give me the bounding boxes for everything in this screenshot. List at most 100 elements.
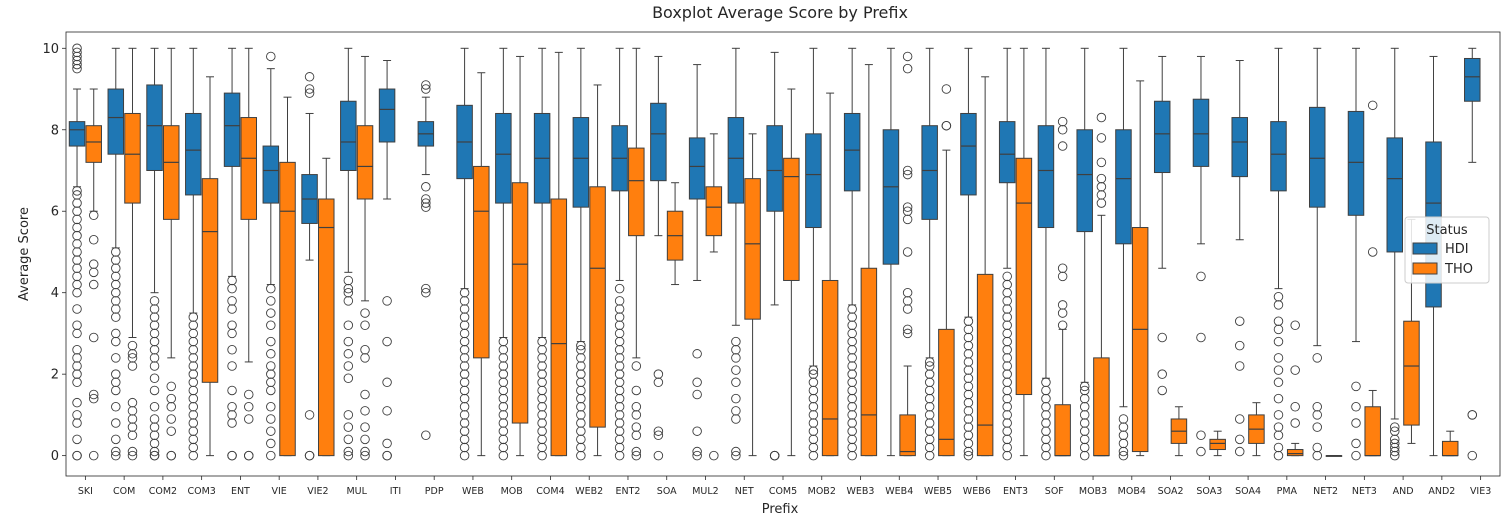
x-tick-label: VIE2 xyxy=(307,486,328,497)
outlier-point xyxy=(360,320,370,331)
y-tick-label: 10 xyxy=(42,42,59,57)
outlier-point xyxy=(166,450,176,461)
box-PDP-HDI xyxy=(417,80,435,441)
box-COM4-HDI xyxy=(533,47,551,461)
box-iqr xyxy=(1192,98,1210,167)
outlier-point xyxy=(1390,442,1400,453)
outlier-point xyxy=(72,377,82,388)
outlier-point xyxy=(127,353,138,363)
outlier-point xyxy=(72,247,82,257)
outlier-point xyxy=(537,426,547,436)
outlier-point xyxy=(227,275,237,286)
box-iqr xyxy=(1153,100,1171,174)
x-tick-label: AND xyxy=(1393,486,1414,497)
box-MUL-THO xyxy=(356,55,374,461)
outlier-point xyxy=(227,283,237,294)
box-PMA-THO xyxy=(1286,320,1304,457)
box-iqr xyxy=(340,100,357,171)
outlier-point xyxy=(266,51,276,62)
outlier-point xyxy=(72,344,82,355)
box-MOB4-THO xyxy=(1131,80,1149,457)
outlier-point xyxy=(963,381,974,392)
outlier-point xyxy=(72,320,82,331)
outlier-point xyxy=(498,426,509,436)
outlier-point xyxy=(459,296,470,306)
outlier-point xyxy=(692,389,702,400)
outlier-point xyxy=(1118,422,1129,432)
outlier-point xyxy=(227,344,237,355)
x-tick-label: NET2 xyxy=(1313,486,1338,497)
outlier-point xyxy=(266,283,276,294)
outlier-point xyxy=(924,357,935,367)
outlier-point xyxy=(459,377,470,388)
outlier-point xyxy=(1079,402,1090,412)
outlier-point xyxy=(576,450,586,461)
outlier-point xyxy=(149,312,160,322)
outlier-point xyxy=(1234,361,1245,371)
outlier-point xyxy=(127,397,138,408)
outlier-point xyxy=(111,287,121,298)
outlier-point xyxy=(1390,438,1400,449)
outlier-point xyxy=(1002,271,1012,282)
outlier-point xyxy=(149,320,160,331)
box-iqr xyxy=(1209,438,1226,451)
x-axis-label: Prefix xyxy=(762,502,799,517)
outlier-point xyxy=(963,324,974,335)
x-tick-label: COM5 xyxy=(769,486,797,497)
outlier-point xyxy=(614,410,625,420)
x-tick-label: MUL xyxy=(346,486,367,497)
outlier-point xyxy=(537,336,547,347)
box-WEB4-HDI xyxy=(882,47,900,457)
legend-swatch-HDI xyxy=(1412,242,1438,255)
box-NET-HDI xyxy=(727,47,745,461)
outlier-point xyxy=(902,324,913,335)
outlier-point xyxy=(614,442,625,453)
outlier-point xyxy=(459,320,470,331)
outlier-point xyxy=(127,450,138,461)
outlier-point xyxy=(127,406,138,416)
outlier-point xyxy=(266,402,276,412)
outlier-point xyxy=(1273,393,1284,404)
outlier-point xyxy=(382,296,392,306)
outlier-point xyxy=(127,414,138,424)
outlier-point xyxy=(924,418,935,428)
x-tick-label: ITI xyxy=(390,486,401,497)
outlier-point xyxy=(188,410,199,420)
outlier-point xyxy=(149,353,160,363)
outlier-point xyxy=(166,393,176,404)
outlier-point xyxy=(149,402,160,412)
outlier-point xyxy=(1467,450,1478,461)
box-WEB3-THO xyxy=(860,64,878,457)
outlier-point xyxy=(111,271,121,282)
outlier-point xyxy=(382,406,392,416)
outlier-point xyxy=(1002,336,1012,347)
outlier-point xyxy=(88,234,99,245)
outlier-point xyxy=(631,402,642,412)
outlier-point xyxy=(111,353,121,363)
outlier-point xyxy=(731,377,741,388)
outlier-point xyxy=(227,385,237,396)
outlier-point xyxy=(1351,418,1361,428)
x-tick-label: SOA2 xyxy=(1158,486,1184,497)
box-iqr xyxy=(1131,227,1149,453)
outlier-point xyxy=(614,377,625,388)
box-WEB6-THO xyxy=(976,76,994,457)
outlier-point xyxy=(1273,365,1284,375)
box-iqr xyxy=(1464,57,1481,102)
outlier-point xyxy=(537,410,547,420)
outlier-point xyxy=(459,442,470,453)
outlier-point xyxy=(266,385,276,396)
outlier-point xyxy=(1118,446,1129,457)
outlier-point xyxy=(343,361,354,371)
outlier-point xyxy=(1351,402,1361,412)
outlier-point xyxy=(188,434,199,445)
outlier-point xyxy=(72,410,82,420)
outlier-point xyxy=(111,263,121,274)
outlier-point xyxy=(924,385,935,396)
box-MOB2-HDI xyxy=(805,47,822,461)
box-ENT2-THO xyxy=(628,47,645,461)
outlier-point xyxy=(924,369,935,379)
outlier-point xyxy=(111,418,121,428)
outlier-point xyxy=(459,353,470,363)
outlier-point xyxy=(459,393,470,404)
